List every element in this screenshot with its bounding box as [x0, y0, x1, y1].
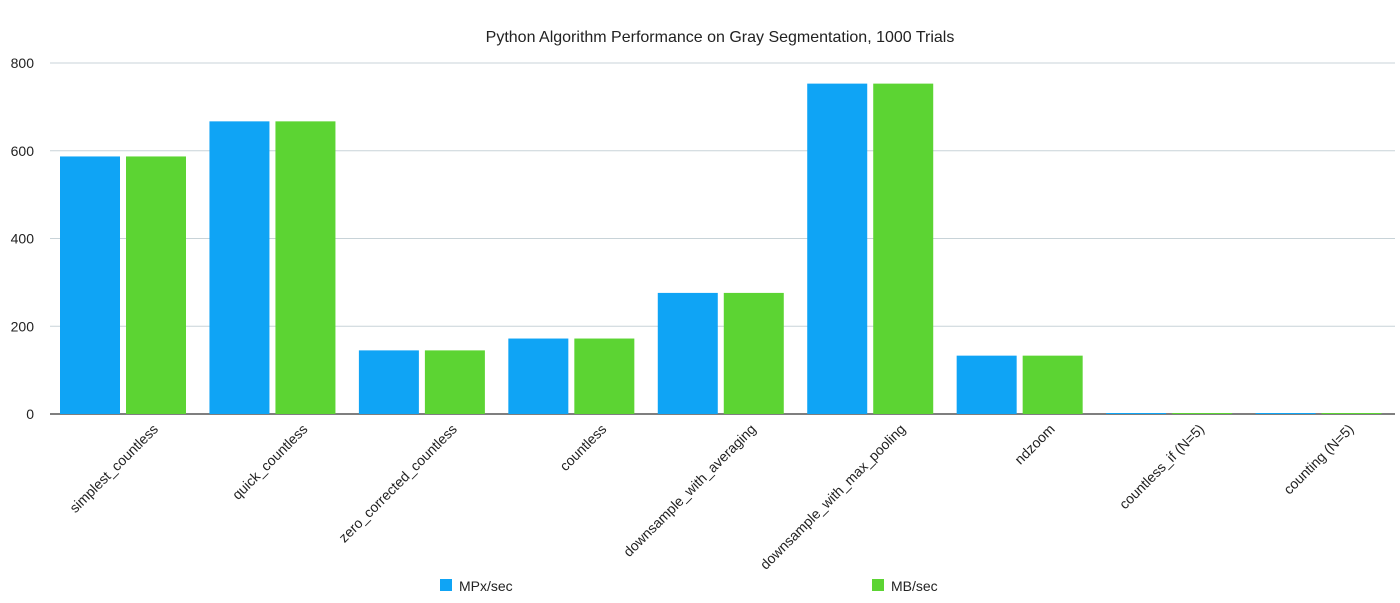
bar-mpx-sec — [807, 84, 867, 414]
legend-swatch — [872, 579, 884, 591]
bar-mb-sec — [425, 350, 485, 414]
bar-mpx-sec — [1256, 413, 1316, 414]
legend-label: MPx/sec — [459, 578, 513, 594]
bar-mpx-sec — [359, 350, 419, 414]
x-tick-label: quick_countless — [229, 421, 311, 503]
y-tick-label: 600 — [11, 143, 35, 159]
x-tick-label: zero_corrected_countless — [335, 421, 460, 546]
bar-mpx-sec — [209, 121, 269, 414]
bars — [60, 84, 1382, 414]
legend-label: MB/sec — [891, 578, 938, 594]
x-tick-label: simplest_countless — [66, 421, 161, 516]
bar-mb-sec — [873, 84, 933, 414]
bar-mb-sec — [574, 339, 634, 414]
chart-title: Python Algorithm Performance on Gray Seg… — [486, 29, 955, 46]
x-tick-label: downsample_with_averaging — [620, 421, 759, 560]
y-tick-label: 400 — [11, 231, 35, 247]
x-tick-label: counting (N=5) — [1280, 421, 1357, 498]
bar-mpx-sec — [658, 293, 718, 414]
bar-mb-sec — [126, 156, 186, 414]
bar-mpx-sec — [508, 339, 568, 414]
bar-mb-sec — [1172, 413, 1232, 414]
legend: MPx/sec MB/sec — [440, 578, 938, 594]
x-tick-label: countless — [556, 421, 609, 474]
bar-mb-sec — [275, 121, 335, 414]
y-tick-label: 200 — [11, 318, 35, 334]
bar-mb-sec — [1023, 356, 1083, 414]
x-tick-label: countless_if (N=5) — [1116, 421, 1207, 512]
y-tick-label: 800 — [11, 55, 35, 71]
y-tick-label: 0 — [26, 406, 34, 422]
legend-swatch — [440, 579, 452, 591]
bar-mpx-sec — [1106, 413, 1166, 414]
x-axis-labels: simplest_countless quick_countless zero_co… — [66, 421, 1357, 573]
bar-mb-sec — [724, 293, 784, 414]
bar-mpx-sec — [957, 356, 1017, 414]
bar-mb-sec — [1322, 413, 1382, 414]
y-axis-ticks: 0 200 400 600 800 — [11, 55, 35, 422]
bar-mpx-sec — [60, 156, 120, 414]
x-tick-label: downsample_with_max_pooling — [757, 421, 909, 573]
x-tick-label: ndzoom — [1011, 421, 1058, 468]
